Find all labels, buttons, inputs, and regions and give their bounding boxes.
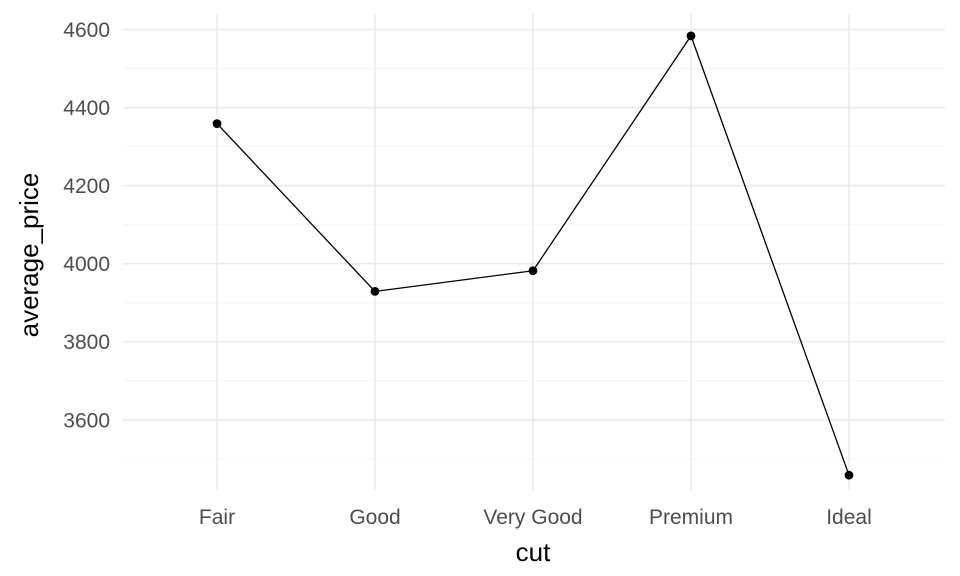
data-point xyxy=(212,119,222,129)
x-tick-label: Fair xyxy=(199,506,235,529)
series xyxy=(212,31,854,480)
x-tick-label: Premium xyxy=(649,506,733,529)
data-point xyxy=(686,31,696,41)
x-tick-label: Ideal xyxy=(826,506,872,529)
grid xyxy=(123,14,945,490)
y-tick-label: 3800 xyxy=(63,331,110,354)
y-axis-title: average_price xyxy=(14,173,44,338)
y-tick-label: 4200 xyxy=(63,175,110,198)
x-tick-label: Good xyxy=(349,506,400,529)
y-tick-label: 4000 xyxy=(63,253,110,276)
data-point xyxy=(844,470,854,480)
axis-ticks: 3600 3800 4000 4200 4400 4600 Fair Good Very Goo… xyxy=(63,19,871,529)
y-tick-label: 4600 xyxy=(63,19,110,42)
y-tick-label: 3600 xyxy=(63,409,110,432)
x-axis-title: cut xyxy=(516,537,551,567)
data-point xyxy=(528,266,538,276)
data-point xyxy=(370,287,380,296)
x-tick-label: Very Good xyxy=(483,506,582,529)
y-tick-label: 4400 xyxy=(63,97,110,120)
